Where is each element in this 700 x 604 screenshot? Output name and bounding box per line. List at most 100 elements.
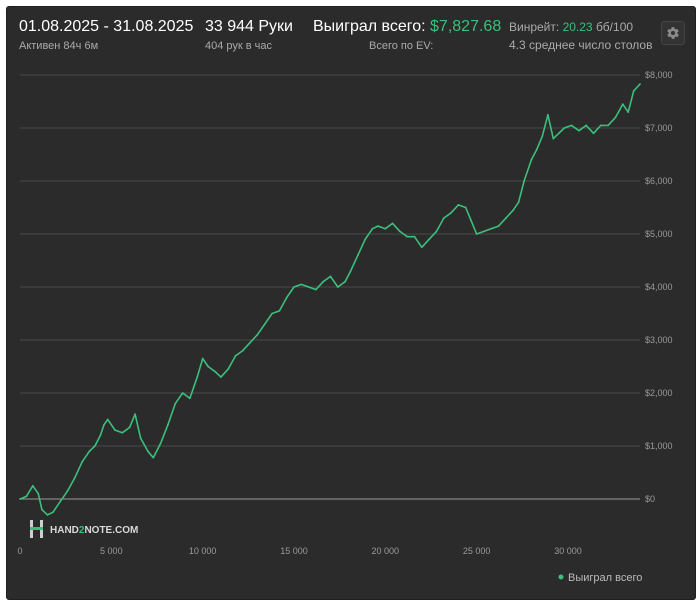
data-point xyxy=(483,230,485,233)
data-point xyxy=(25,495,28,498)
data-point xyxy=(293,286,295,288)
data-point xyxy=(428,238,431,241)
data-point xyxy=(59,500,62,503)
data-point xyxy=(563,127,566,129)
data-point xyxy=(470,219,473,222)
winrate-label: Винрейт: xyxy=(509,20,560,34)
data-point xyxy=(639,83,641,86)
data-point xyxy=(263,323,266,325)
legend-label: Выиграл всего xyxy=(568,572,642,584)
data-point xyxy=(106,418,109,421)
data-point xyxy=(227,368,230,371)
y-tick-label: $2,000 xyxy=(645,388,673,398)
x-axis-ticks: 0 5 000 10 000 15 000 20 000 25 000 30 000 xyxy=(17,546,581,556)
avg-tables: 4.3 среднее число столов xyxy=(509,38,653,52)
data-point xyxy=(152,456,155,459)
won-total-block: Выиграл всего: $7,827.68 Всего по EV: xyxy=(313,18,501,53)
winrate-value: 20.23 xyxy=(562,20,593,34)
data-point xyxy=(220,376,222,378)
data-point xyxy=(357,254,359,257)
series-line-won-total xyxy=(19,83,641,516)
y-tick-label: $5,000 xyxy=(645,229,673,239)
x-tick-label: 25 000 xyxy=(463,546,491,556)
data-point xyxy=(475,233,478,235)
data-point xyxy=(31,484,34,487)
data-point xyxy=(585,124,588,127)
data-point xyxy=(114,429,116,431)
data-point xyxy=(51,511,54,514)
series-points xyxy=(19,83,641,516)
data-point xyxy=(73,476,76,479)
data-point xyxy=(66,490,69,492)
data-point xyxy=(207,365,210,368)
won-total-value: $7,827.68 xyxy=(430,18,502,35)
y-tick-label: $8,000 xyxy=(645,70,673,80)
data-point xyxy=(322,280,325,283)
data-point xyxy=(300,283,303,286)
data-point xyxy=(121,431,124,434)
hand2note-logo-icon xyxy=(30,520,43,538)
data-point xyxy=(93,445,96,447)
data-point xyxy=(512,209,515,212)
data-point xyxy=(201,357,204,360)
data-point xyxy=(391,222,394,225)
grid xyxy=(20,74,640,500)
data-point xyxy=(442,217,445,220)
data-point xyxy=(546,113,549,116)
data-point xyxy=(371,227,374,230)
y-axis-ticks: $0 $1,000 $2,000 $3,000 $4,000 $5,000 $6,000 $7… xyxy=(645,70,673,504)
data-point xyxy=(420,246,423,249)
data-point xyxy=(490,227,493,230)
data-point xyxy=(464,206,467,209)
x-tick-label: 0 xyxy=(17,546,22,556)
data-point xyxy=(241,349,244,352)
winrate: Винрейт: 20.23 бб/100 xyxy=(509,20,652,34)
won-total: Выиграл всего: $7,827.68 xyxy=(313,18,501,36)
winrate-block: Винрейт: 20.23 бб/100 4.3 среднее число … xyxy=(509,20,652,52)
data-point xyxy=(621,103,624,106)
data-point xyxy=(541,135,544,137)
x-tick-label: 10 000 xyxy=(189,546,217,556)
date-range-block: 01.08.2025 - 31.08.2025 Активен 84ч 6м xyxy=(19,18,193,53)
data-point xyxy=(399,230,401,233)
data-point xyxy=(46,514,49,516)
data-point xyxy=(517,201,520,204)
data-point xyxy=(450,211,452,214)
data-point xyxy=(307,286,310,288)
data-point xyxy=(413,235,416,238)
data-point xyxy=(37,492,40,495)
data-point xyxy=(406,235,409,238)
data-point xyxy=(314,288,317,291)
data-point xyxy=(570,124,573,127)
legend-marker xyxy=(558,574,564,580)
x-tick-label: 20 000 xyxy=(372,546,400,556)
data-point xyxy=(128,426,131,429)
data-point xyxy=(278,309,281,312)
data-point xyxy=(557,132,560,135)
data-point xyxy=(88,450,91,453)
data-point xyxy=(614,116,617,119)
data-point xyxy=(134,413,136,416)
data-point xyxy=(271,312,273,315)
data-point xyxy=(592,132,595,135)
data-point xyxy=(41,508,43,511)
data-point xyxy=(159,442,162,445)
watermark-text: HAND2NOTE.COM xyxy=(50,525,138,536)
data-point xyxy=(349,270,352,272)
won-total-label: Выиграл всего: xyxy=(313,18,426,35)
stats-panel: 01.08.2025 - 31.08.2025 Активен 84ч 6м 3… xyxy=(6,6,696,600)
data-point xyxy=(497,225,500,227)
data-point xyxy=(384,227,387,230)
data-point xyxy=(552,137,555,140)
data-point xyxy=(435,230,438,233)
data-point xyxy=(504,217,507,220)
winrate-unit: бб/100 xyxy=(595,20,634,34)
y-tick-label: $3,000 xyxy=(645,335,673,345)
active-time: Активен 84ч 6м xyxy=(19,40,99,52)
x-tick-label: 15 000 xyxy=(280,546,308,556)
data-point xyxy=(599,124,602,127)
data-point xyxy=(99,434,102,437)
settings-button[interactable] xyxy=(661,21,685,45)
data-point xyxy=(329,275,332,278)
